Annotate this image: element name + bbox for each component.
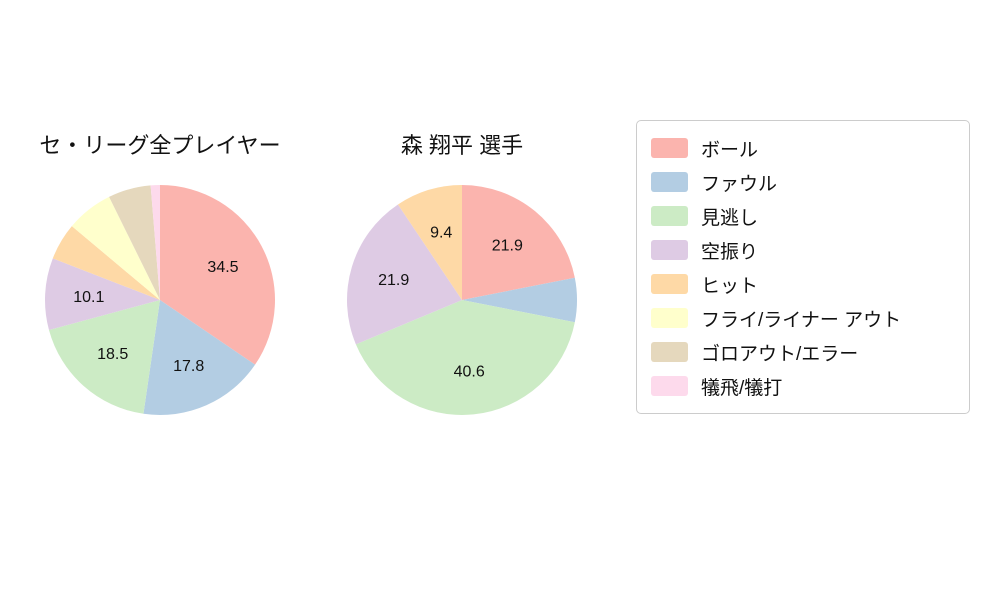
pie-slice bbox=[462, 185, 575, 300]
pie-slice bbox=[462, 277, 578, 323]
pie-value-label: 10.1 bbox=[73, 289, 104, 306]
legend-swatch bbox=[651, 240, 688, 260]
pie-slice bbox=[143, 300, 256, 415]
legend-item: 犠飛/犠打 bbox=[651, 369, 955, 403]
pie-slice bbox=[48, 300, 161, 414]
pie-title-right: 森 翔平 選手 bbox=[400, 133, 524, 158]
legend-item: ヒット bbox=[651, 267, 955, 301]
pie-slice bbox=[109, 185, 160, 300]
pie-slice bbox=[160, 185, 275, 365]
legend-item: 見逃し bbox=[651, 199, 955, 233]
legend-swatch bbox=[651, 206, 688, 226]
legend-label: ファウル bbox=[701, 173, 778, 195]
pie-slice bbox=[397, 185, 462, 300]
legend-item: ボール bbox=[651, 131, 955, 165]
pie-chart-left: 34.5 17.8 18.5 10.1 bbox=[44, 185, 275, 415]
pie-slice bbox=[52, 226, 161, 300]
legend-swatch bbox=[651, 376, 688, 396]
legend-swatch bbox=[651, 274, 688, 294]
legend-item: ファウル bbox=[651, 165, 955, 199]
legend-label: 犠飛/犠打 bbox=[701, 377, 783, 399]
legend-swatch bbox=[651, 172, 688, 192]
legend-label: ボール bbox=[701, 139, 759, 161]
pie-value-label: 34.5 bbox=[207, 259, 238, 276]
legend-swatch bbox=[651, 138, 688, 158]
legend-label: ヒット bbox=[701, 275, 759, 297]
pie-title-left: セ・リーグ全プレイヤー bbox=[39, 133, 281, 158]
legend-item: ゴロアウト/エラー bbox=[651, 335, 955, 369]
legend-label: フライ/ライナー アウト bbox=[701, 309, 902, 331]
legend: ボールファウル見逃し空振りヒットフライ/ライナー アウト ゴロアウト/エラー 犠飛/… bbox=[636, 120, 970, 414]
pie-value-label: 17.8 bbox=[173, 358, 204, 375]
pie-value-label: 21.9 bbox=[378, 272, 409, 289]
pie-slice bbox=[71, 196, 160, 300]
pie-chart-right: 21.9 40.6 21.9 9.4 bbox=[346, 185, 578, 416]
legend-swatch bbox=[651, 308, 688, 328]
pie-value-label: 21.9 bbox=[492, 238, 523, 255]
pie-slice bbox=[346, 204, 462, 345]
pie-value-label: 40.6 bbox=[454, 364, 485, 381]
pie-value-label: 9.4 bbox=[430, 224, 452, 241]
pie-slice bbox=[355, 300, 575, 416]
pie-slice bbox=[150, 185, 160, 300]
legend-item: フライ/ライナー アウト bbox=[651, 301, 955, 335]
legend-items: ボールファウル見逃し空振りヒットフライ/ライナー アウト ゴロアウト/エラー 犠飛/… bbox=[651, 131, 955, 403]
legend-item: 空振り bbox=[651, 233, 955, 267]
pie-value-label: 18.5 bbox=[97, 346, 128, 363]
legend-label: ゴロアウト/エラー bbox=[701, 343, 859, 365]
legend-label: 見逃し bbox=[701, 207, 759, 229]
legend-swatch bbox=[651, 342, 688, 362]
pie-slice bbox=[44, 258, 160, 330]
legend-label: 空振り bbox=[701, 241, 759, 263]
